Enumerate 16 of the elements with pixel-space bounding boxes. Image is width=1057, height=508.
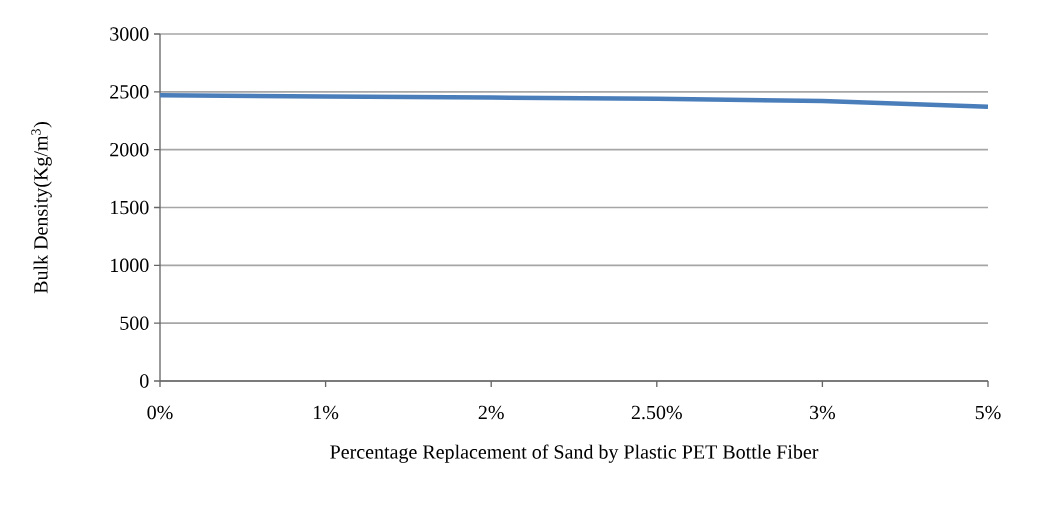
y-tick-label: 3000 [110, 27, 149, 41]
x-tick-label: 1% [314, 405, 339, 420]
y-tick-label: 1000 [111, 258, 149, 273]
x-axis-title: Percentage Replacement of Sand by Plastic PET Bottle Fiber [330, 444, 819, 463]
y-tick-label: 500 [120, 316, 149, 330]
y-tick-label: 1500 [111, 200, 149, 215]
y-tick-label: 2500 [110, 85, 149, 99]
x-tick-label: 5% [975, 405, 1001, 420]
y-axis-title: Bulk Density(Kg/m$^{3}$) [31, 122, 52, 294]
x-tick-label: 0% [147, 405, 173, 420]
y-tick-label: 2000 [110, 142, 149, 157]
x-tick-label: 2% [478, 405, 504, 420]
line-series [160, 93, 988, 110]
x-tick-label: 2.50% [631, 405, 682, 420]
y-tick-label: 0 [140, 374, 149, 388]
x-tick-label: 3% [810, 405, 836, 420]
